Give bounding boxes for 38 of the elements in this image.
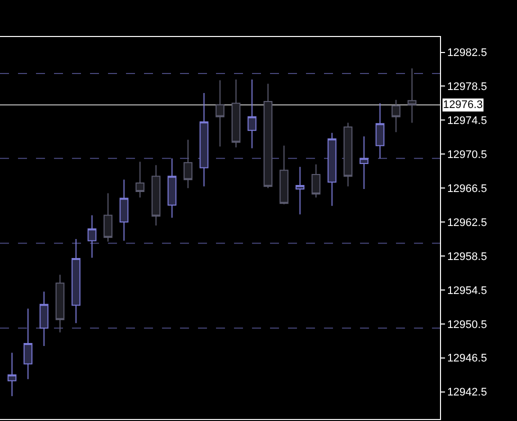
- candlestick: [40, 291, 48, 346]
- candlestick: [56, 274, 64, 333]
- candlestick: [104, 192, 112, 242]
- candlestick: [72, 238, 80, 324]
- candlestick: [280, 145, 288, 205]
- candlestick: [360, 136, 368, 190]
- candlestick: [8, 352, 16, 397]
- ref-line-label: 12976.3: [443, 99, 483, 111]
- candlestick: [328, 132, 336, 206]
- candlestick: [408, 68, 416, 124]
- y-tick-label: 12962.5: [447, 216, 487, 229]
- y-tick-label: 12946.5: [447, 352, 487, 365]
- candlestick: [376, 102, 384, 159]
- candlestick: [296, 166, 304, 215]
- y-tick-label: 12978.5: [447, 81, 487, 94]
- candlestick: [184, 139, 192, 189]
- candlestick: [168, 158, 176, 218]
- y-tick-label: 12982.5: [447, 47, 487, 60]
- y-tick-label: 12974.5: [447, 115, 487, 128]
- candlestick: [120, 179, 128, 242]
- y-tick-label: 12954.5: [447, 284, 487, 297]
- candlestick: [392, 99, 400, 133]
- candlestick: [232, 78, 240, 148]
- y-tick-label: 12966.5: [447, 182, 487, 195]
- candlestick: [136, 161, 144, 198]
- candlestick: [264, 83, 272, 189]
- candlestick: [200, 92, 208, 187]
- candlestick: [248, 78, 256, 149]
- candlestick: [152, 164, 160, 226]
- y-tick-label: 12958.5: [447, 250, 487, 263]
- candlestick: [24, 308, 32, 380]
- y-tick-label: 12970.5: [447, 149, 487, 161]
- y-tick-label: 12942.5: [447, 386, 487, 399]
- candlestick: [344, 122, 352, 187]
- candlestick: [88, 214, 96, 258]
- y-tick-label: 12950.5: [447, 318, 487, 331]
- candlestick: [216, 80, 224, 148]
- candlestick: [312, 164, 320, 198]
